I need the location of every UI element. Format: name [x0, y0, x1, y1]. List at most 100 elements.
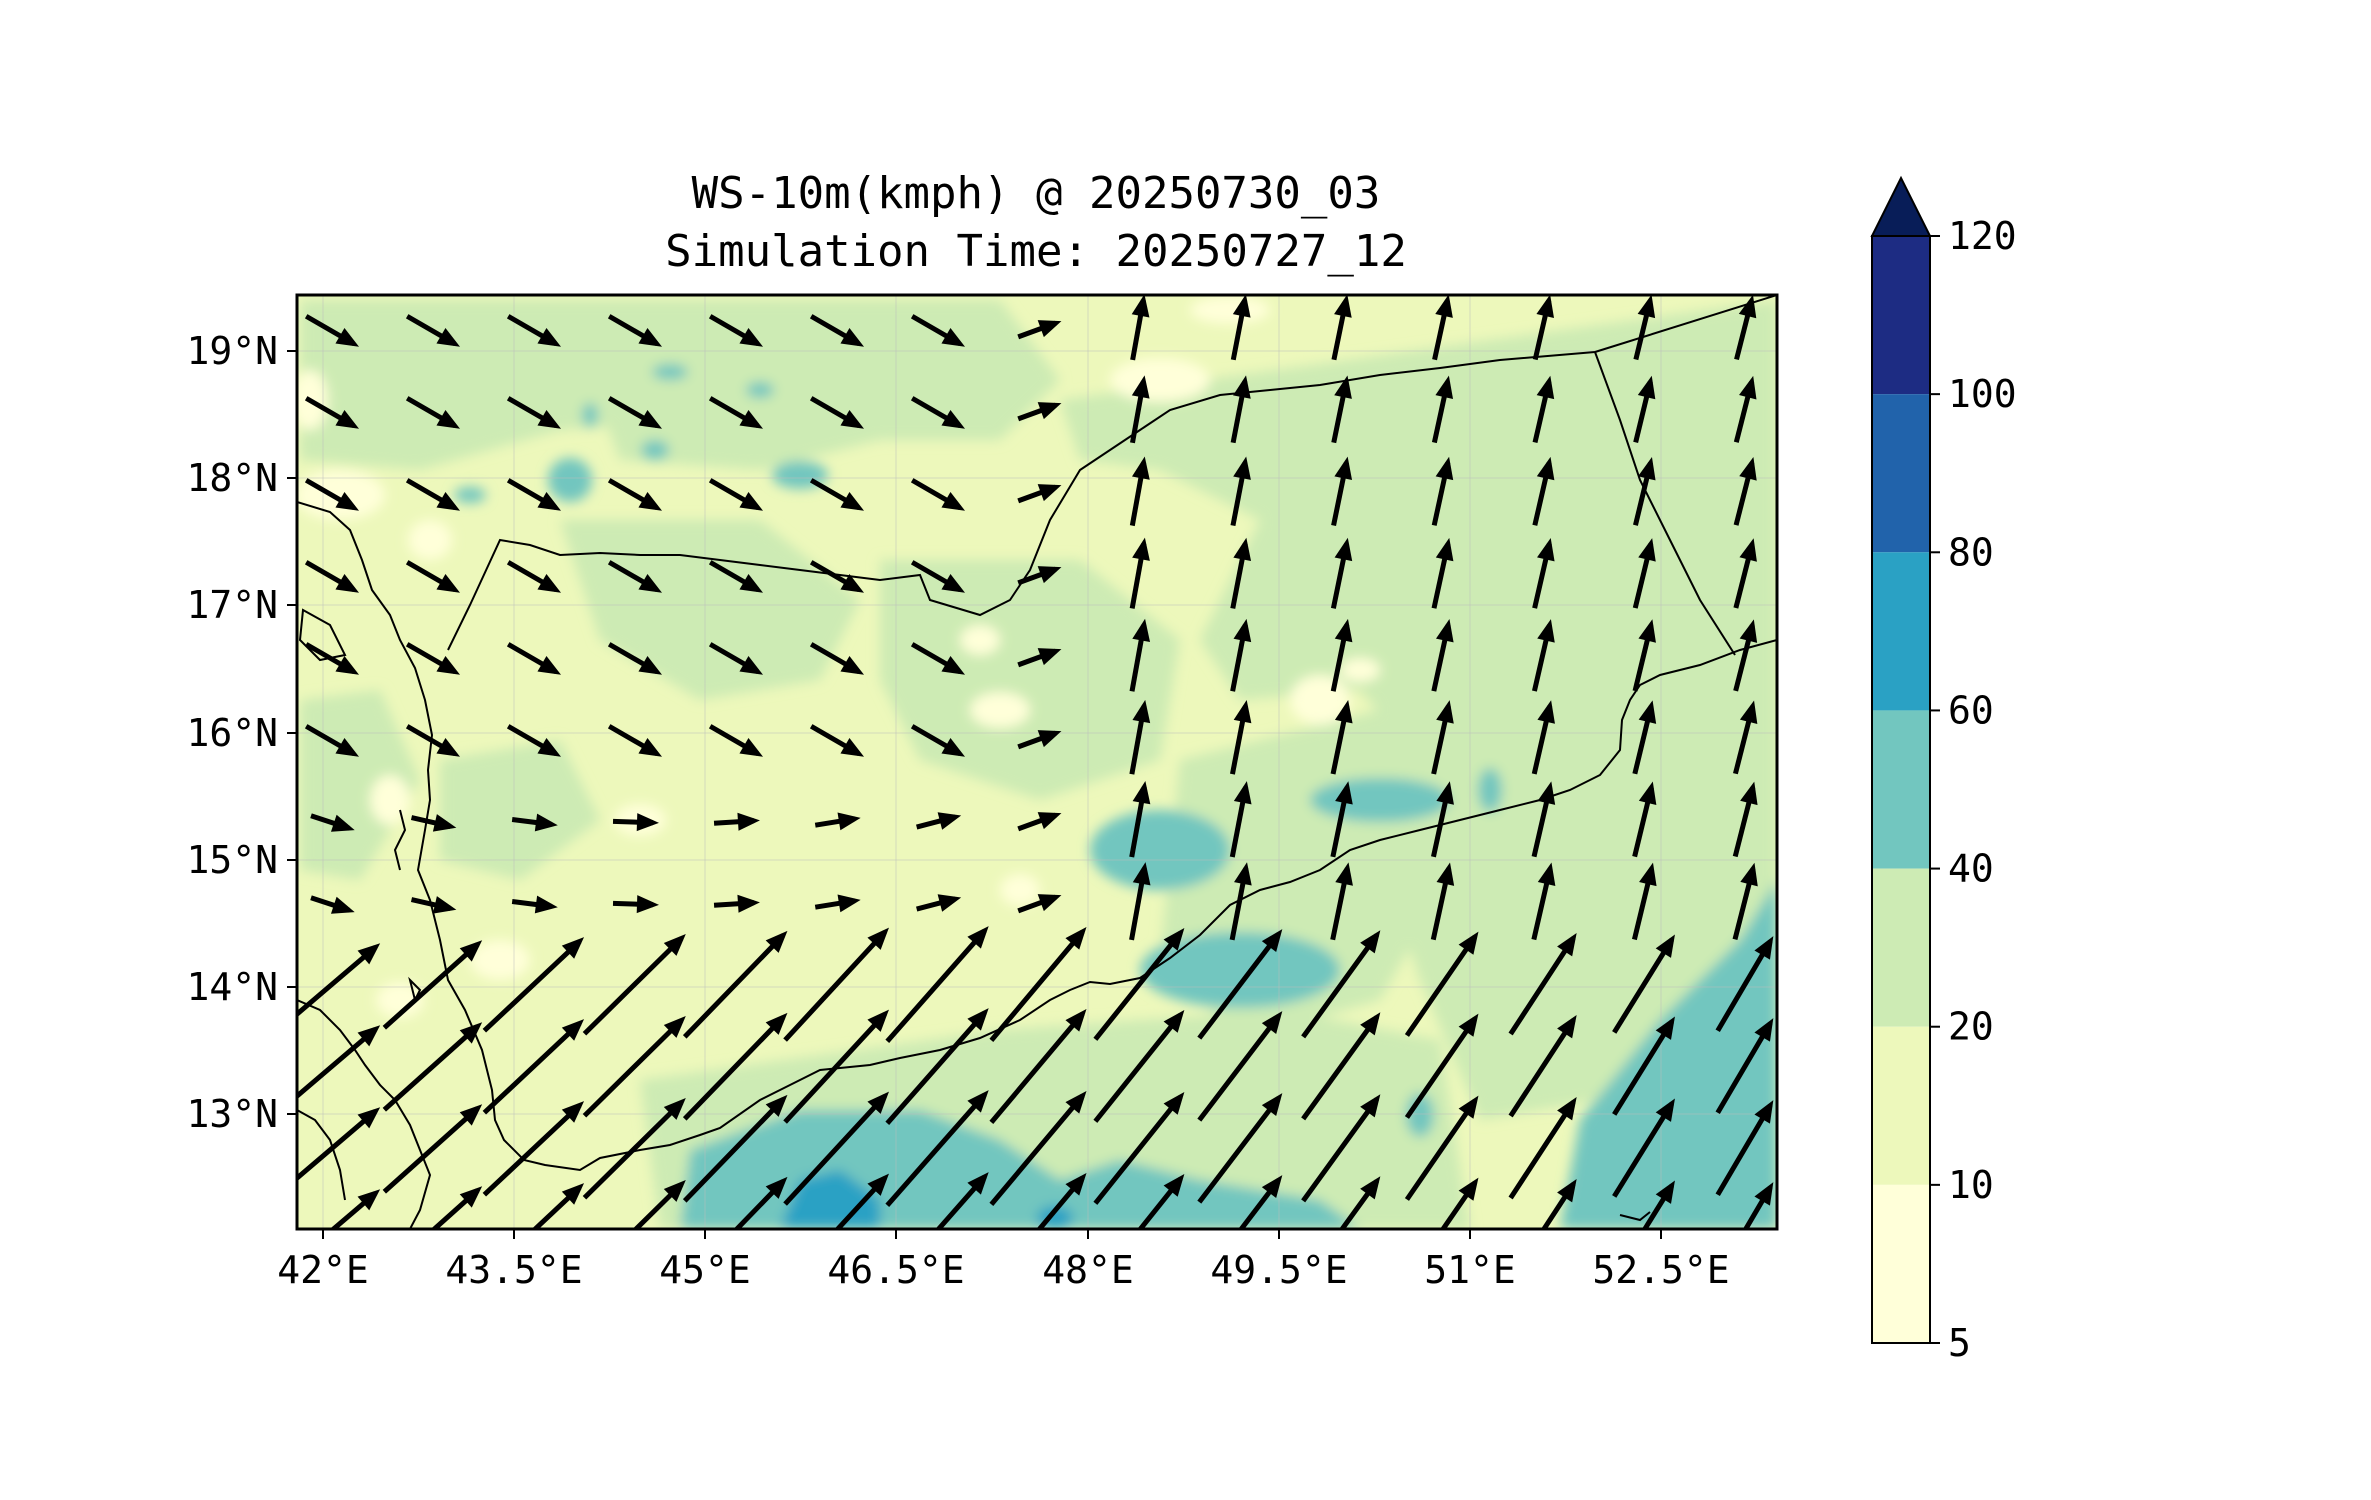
wind-arrow	[1331, 456, 1353, 526]
wind-arrow	[809, 396, 865, 429]
wind-arrow	[612, 813, 659, 832]
wind-arrow	[1230, 295, 1251, 361]
wind-arrow	[708, 642, 764, 675]
lon-tick-label: 45°E	[659, 1248, 751, 1292]
wind-arrow	[1129, 618, 1151, 692]
wind-arrow	[989, 1009, 1087, 1124]
wind-arrow	[304, 396, 360, 429]
wind-arrow	[1733, 538, 1757, 609]
wind-arrow	[1129, 862, 1151, 941]
lon-tick-label: 51°E	[1424, 1248, 1516, 1292]
wind-arrow	[1093, 927, 1185, 1041]
wind-arrow	[935, 1172, 989, 1229]
wind-arrow	[1137, 1173, 1185, 1229]
colorbar-tick-label: 20	[1948, 1005, 1994, 1049]
lat-tick-label: 17°N	[186, 583, 278, 627]
wind-arrow	[1531, 862, 1556, 941]
wind-arrow	[1508, 1096, 1577, 1200]
wind-arrow	[506, 724, 562, 757]
wind-arrow	[885, 926, 989, 1043]
colorbar-extend-arrow	[1870, 175, 1932, 237]
wind-arrow	[1531, 781, 1556, 858]
lat-tick-label: 15°N	[186, 838, 278, 882]
wind-arrow	[809, 314, 865, 347]
wind-arrow	[733, 1176, 788, 1229]
coastlines-and-borders	[297, 295, 1777, 1229]
wind-arrow	[1732, 781, 1758, 858]
wind-arrow	[1330, 862, 1353, 941]
colorbar-tick-label: 5	[1948, 1321, 1971, 1365]
wind-arrow	[1230, 456, 1251, 527]
wind-arrow	[885, 1008, 989, 1125]
lat-tick-label: 19°N	[186, 329, 278, 373]
longitude-axis: 42°E 43.5°E 45°E 46.5°E 48°E 49.5°E 51°E 52.5°E	[277, 1229, 1730, 1292]
wind-arrow	[612, 895, 659, 914]
wind-arrow	[1339, 1176, 1381, 1229]
colorbar-tick-label: 80	[1948, 530, 1994, 574]
wind-arrow	[482, 1019, 585, 1115]
wind-arrow	[1130, 295, 1150, 361]
wind-arrow	[1633, 456, 1656, 526]
wind-arrow	[708, 724, 764, 757]
wind-arrow	[713, 812, 760, 831]
colorbar-segment	[1872, 552, 1930, 711]
wind-arrow	[1017, 812, 1062, 832]
wind-arrow	[989, 927, 1087, 1042]
wind-arrow	[304, 314, 360, 347]
wind-arrow	[1197, 929, 1283, 1040]
wind-arrow	[1532, 537, 1555, 609]
colorbar-segment	[1872, 1184, 1930, 1343]
wind-arrow	[708, 314, 764, 347]
wind-arrow	[1508, 932, 1577, 1036]
wind-arrow	[632, 1180, 686, 1229]
wind-arrow	[506, 642, 562, 675]
wind-arrow	[1733, 375, 1757, 443]
wind-arrow	[1404, 1013, 1479, 1119]
wind-arrow	[1130, 375, 1150, 444]
wind-arrow	[708, 396, 764, 429]
wind-arrow	[910, 396, 966, 429]
lon-tick-label: 48°E	[1042, 1248, 1134, 1292]
wind-arrow	[607, 560, 663, 593]
wind-arrow	[682, 1012, 788, 1121]
wind-arrow	[310, 895, 355, 914]
wind-arrow	[607, 724, 663, 757]
wind-arrow	[1197, 1011, 1283, 1122]
wind-arrow	[1532, 295, 1554, 361]
wind-arrow	[1330, 537, 1353, 609]
wind-arrow	[910, 560, 966, 593]
latitude-axis: 19°N 18°N 17°N 16°N 15°N 14°N 13°N	[186, 329, 297, 1136]
lat-tick-label: 18°N	[186, 456, 278, 500]
wind-arrow	[1531, 700, 1555, 775]
wind-arrow	[310, 813, 355, 832]
wind-arrow	[989, 1091, 1087, 1206]
map-title-line2: Simulation Time: 20250727_12	[665, 226, 1407, 277]
wind-arrow	[405, 560, 461, 593]
wind-arrow	[1129, 781, 1151, 858]
wind-arrow	[1632, 781, 1657, 858]
wind-arrow	[1230, 537, 1252, 609]
wind-arrow	[297, 1107, 381, 1182]
wind-arrow	[582, 1016, 686, 1118]
wind-arrow	[1431, 700, 1454, 775]
wind-arrow	[1017, 648, 1062, 668]
wind-arrow	[582, 1098, 686, 1200]
wind-arrow	[1230, 375, 1251, 444]
wind-arrow	[304, 724, 360, 757]
colorbar-segment	[1872, 710, 1930, 869]
map-title-line1: WS-10m(kmph) @ 20250730_03	[692, 168, 1381, 219]
map-gridlines	[297, 295, 1777, 1229]
wind-arrow	[1330, 700, 1353, 775]
wind-arrow	[1715, 1018, 1774, 1115]
wind-arrow	[1430, 862, 1455, 941]
wind-arrow	[410, 896, 457, 914]
wind-arrow	[1017, 402, 1062, 422]
wind-arrow	[885, 1090, 989, 1207]
wind-arrow	[405, 478, 461, 511]
wind-arrow	[783, 1091, 889, 1206]
wind-arrow	[382, 940, 483, 1030]
wind-arrow	[1017, 320, 1062, 340]
wind-arrow	[910, 314, 966, 347]
wind-arrow	[1540, 1178, 1577, 1229]
wind-arrow	[1641, 1180, 1675, 1229]
